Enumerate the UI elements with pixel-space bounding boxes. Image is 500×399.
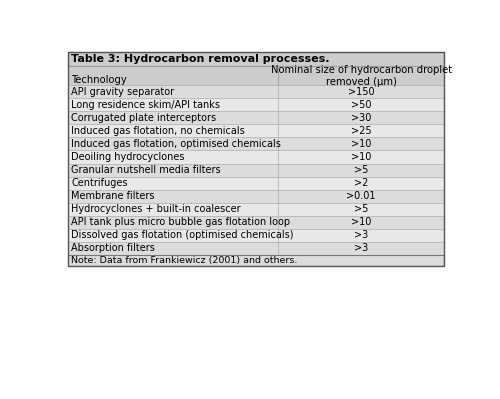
Text: Deoiling hydrocyclones: Deoiling hydrocyclones (72, 152, 185, 162)
Text: Corrugated plate interceptors: Corrugated plate interceptors (72, 113, 217, 123)
Text: Absorption filters: Absorption filters (72, 243, 156, 253)
Bar (68, 85, 278, 99)
Bar (68, 229, 278, 242)
Bar (68, 255, 444, 267)
Bar (68, 51, 444, 66)
Bar (278, 111, 444, 124)
Bar (278, 242, 444, 255)
Text: >10: >10 (351, 217, 372, 227)
Text: Induced gas flotation, no chemicals: Induced gas flotation, no chemicals (72, 126, 245, 136)
Bar (278, 124, 444, 138)
Text: API gravity separator: API gravity separator (72, 87, 174, 97)
Text: >5: >5 (354, 165, 368, 175)
Text: API tank plus micro bubble gas flotation loop: API tank plus micro bubble gas flotation… (72, 217, 290, 227)
Bar (68, 111, 278, 124)
Bar (278, 138, 444, 150)
Bar (278, 150, 444, 164)
Text: >0.01: >0.01 (346, 191, 376, 201)
Text: >10: >10 (351, 139, 372, 149)
Text: >5: >5 (354, 204, 368, 214)
Bar (278, 215, 444, 229)
Text: Dissolved gas flotation (optimised chemicals): Dissolved gas flotation (optimised chemi… (72, 230, 294, 240)
Bar (68, 203, 278, 215)
Text: Centrifuges: Centrifuges (72, 178, 128, 188)
Bar (68, 99, 278, 111)
Bar (278, 190, 444, 203)
Text: Induced gas flotation, optimised chemicals: Induced gas flotation, optimised chemica… (72, 139, 282, 149)
Bar (278, 66, 444, 85)
Text: >2: >2 (354, 178, 368, 188)
Bar (68, 124, 278, 138)
Text: >3: >3 (354, 243, 368, 253)
Text: Membrane filters: Membrane filters (72, 191, 155, 201)
Bar (68, 164, 278, 176)
Bar (68, 215, 278, 229)
Bar (68, 190, 278, 203)
Text: >3: >3 (354, 230, 368, 240)
Bar (278, 164, 444, 176)
Bar (278, 85, 444, 99)
Text: Technology: Technology (72, 75, 127, 85)
Bar (68, 138, 278, 150)
Text: >10: >10 (351, 152, 372, 162)
Bar (278, 176, 444, 190)
Bar (278, 229, 444, 242)
Text: Note: Data from Frankiewicz (2001) and others.: Note: Data from Frankiewicz (2001) and o… (72, 256, 298, 265)
Text: >50: >50 (351, 100, 372, 110)
Text: >25: >25 (351, 126, 372, 136)
Bar (278, 203, 444, 215)
Text: Nominal size of hydrocarbon droplet
removed (μm): Nominal size of hydrocarbon droplet remo… (270, 65, 452, 87)
Text: Hydrocyclones + built-in coalescer: Hydrocyclones + built-in coalescer (72, 204, 241, 214)
Bar (68, 150, 278, 164)
Text: >150: >150 (348, 87, 374, 97)
Text: Granular nutshell media filters: Granular nutshell media filters (72, 165, 221, 175)
Bar (68, 66, 278, 85)
Text: Long residence skim/API tanks: Long residence skim/API tanks (72, 100, 221, 110)
Text: Table 3: Hydrocarbon removal processes.: Table 3: Hydrocarbon removal processes. (72, 54, 330, 64)
Text: >30: >30 (351, 113, 372, 123)
Bar (68, 176, 278, 190)
Bar (278, 99, 444, 111)
Bar (68, 242, 278, 255)
Bar (68, 51, 444, 267)
